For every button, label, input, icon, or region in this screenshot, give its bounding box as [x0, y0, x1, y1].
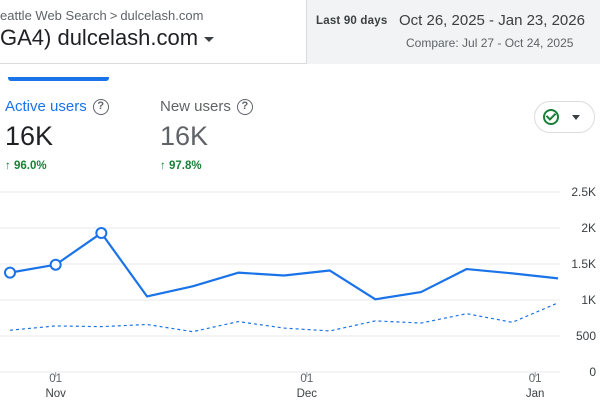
x-tick-label: 01 — [49, 373, 62, 385]
metric-card-new-users[interactable]: New users ? 16K ↑ 97.8% — [160, 98, 253, 172]
metric-value-new-users: 16K — [160, 121, 209, 151]
y-tick-label: 0 — [589, 365, 596, 379]
x-tick-label: 01 — [300, 373, 313, 385]
breadcrumb-parent[interactable]: eattle Web Search — [0, 8, 107, 23]
y-tick-label: 1K — [581, 293, 596, 307]
check-circle-icon — [543, 109, 559, 125]
report-header: eattle Web Search > dulcelash.com GA4) dul… — [0, 0, 600, 64]
selected-tab-indicator — [8, 77, 109, 81]
metric-label-active-users: Active users — [5, 98, 87, 115]
metric-label-new-users: New users — [160, 98, 231, 115]
data-point-marker — [49, 258, 62, 271]
date-range-compare: Compare: Jul 27 - Oct 24, 2025 — [406, 36, 574, 50]
breadcrumb[interactable]: eattle Web Search > dulcelash.com — [0, 8, 203, 23]
comparison-series-line — [9, 302, 559, 333]
x-tick-label: Dec — [297, 388, 318, 400]
y-tick-label: 2K — [581, 221, 596, 235]
property-selector[interactable]: GA4) dulcelash.com — [0, 25, 215, 51]
insights-status-button[interactable] — [534, 101, 595, 133]
breadcrumb-current[interactable]: dulcelash.com — [120, 8, 204, 23]
x-tick-label: Nov — [45, 388, 66, 400]
y-tick-label: 2.5K — [571, 185, 596, 199]
breadcrumb-separator-icon: > — [109, 8, 118, 23]
active-users-series-line — [9, 231, 559, 301]
arrow-up-icon: ↑ — [160, 160, 166, 172]
dropdown-caret-icon — [204, 36, 215, 42]
help-icon[interactable]: ? — [236, 98, 253, 115]
data-point-marker — [95, 227, 108, 240]
y-tick-label: 1.5K — [571, 257, 596, 271]
metric-value-active-users: 16K — [5, 121, 54, 151]
users-line-chart[interactable]: 2.5K 2K 1.5K 1K 500 0 01 Nov 01 Dec 01 Jan — [0, 180, 600, 403]
metric-change-active-users: 96.0% — [13, 160, 47, 172]
date-range-preset: Last 90 days — [316, 15, 388, 27]
data-point-marker — [4, 266, 16, 279]
chevron-down-icon — [572, 114, 580, 120]
date-range-value: Oct 26, 2025 - Jan 23, 2026 — [399, 12, 585, 29]
x-tick-label: 01 — [529, 373, 542, 385]
metric-card-active-users[interactable]: Active users ? 16K ↑ 96.0% — [5, 98, 109, 172]
metric-change-new-users: 97.8% — [168, 160, 202, 172]
y-tick-label: 500 — [576, 329, 596, 343]
x-tick-label: Jan — [526, 388, 545, 400]
arrow-up-icon: ↑ — [5, 160, 11, 172]
property-name: GA4) dulcelash.com — [0, 25, 199, 50]
date-range-picker[interactable]: Last 90 days Oct 26, 2025 - Jan 23, 2026… — [306, 0, 600, 64]
help-icon[interactable]: ? — [92, 98, 109, 115]
